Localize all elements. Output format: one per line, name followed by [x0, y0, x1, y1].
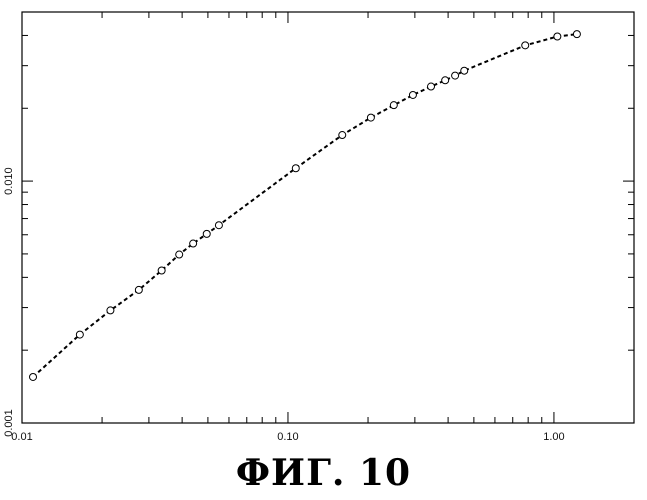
data-point: [215, 222, 222, 229]
data-point: [367, 114, 374, 121]
data-point: [203, 230, 210, 237]
data-point: [190, 240, 197, 247]
data-point: [452, 72, 459, 79]
x-tick-label: 1.00: [543, 431, 564, 443]
data-point: [409, 91, 416, 98]
data-point: [390, 102, 397, 109]
y-tick-label: 0.001: [3, 409, 15, 437]
data-point: [158, 267, 165, 274]
data-point: [135, 286, 142, 293]
axis-tick-labels: 0.010.101.000.0010.010: [3, 167, 565, 443]
data-point: [428, 83, 435, 90]
data-point: [522, 42, 529, 49]
plot-frame: [22, 12, 634, 423]
data-point: [339, 132, 346, 139]
chart-svg: 0.010.101.000.0010.010: [0, 0, 647, 450]
data-point: [30, 373, 37, 380]
series-markers: [30, 31, 581, 381]
data-point: [442, 77, 449, 84]
data-point: [573, 31, 580, 38]
figure-caption: ФИГ. 10: [0, 452, 647, 494]
data-point: [554, 33, 561, 40]
data-point: [292, 165, 299, 172]
data-point: [107, 307, 114, 314]
x-tick-label: 0.10: [277, 431, 298, 443]
series-dashed-line: [33, 34, 577, 377]
y-tick-label: 0.010: [3, 167, 15, 195]
data-point: [76, 331, 83, 338]
data-point: [176, 251, 183, 258]
axis-ticks: [22, 12, 634, 423]
data-point: [461, 67, 468, 74]
